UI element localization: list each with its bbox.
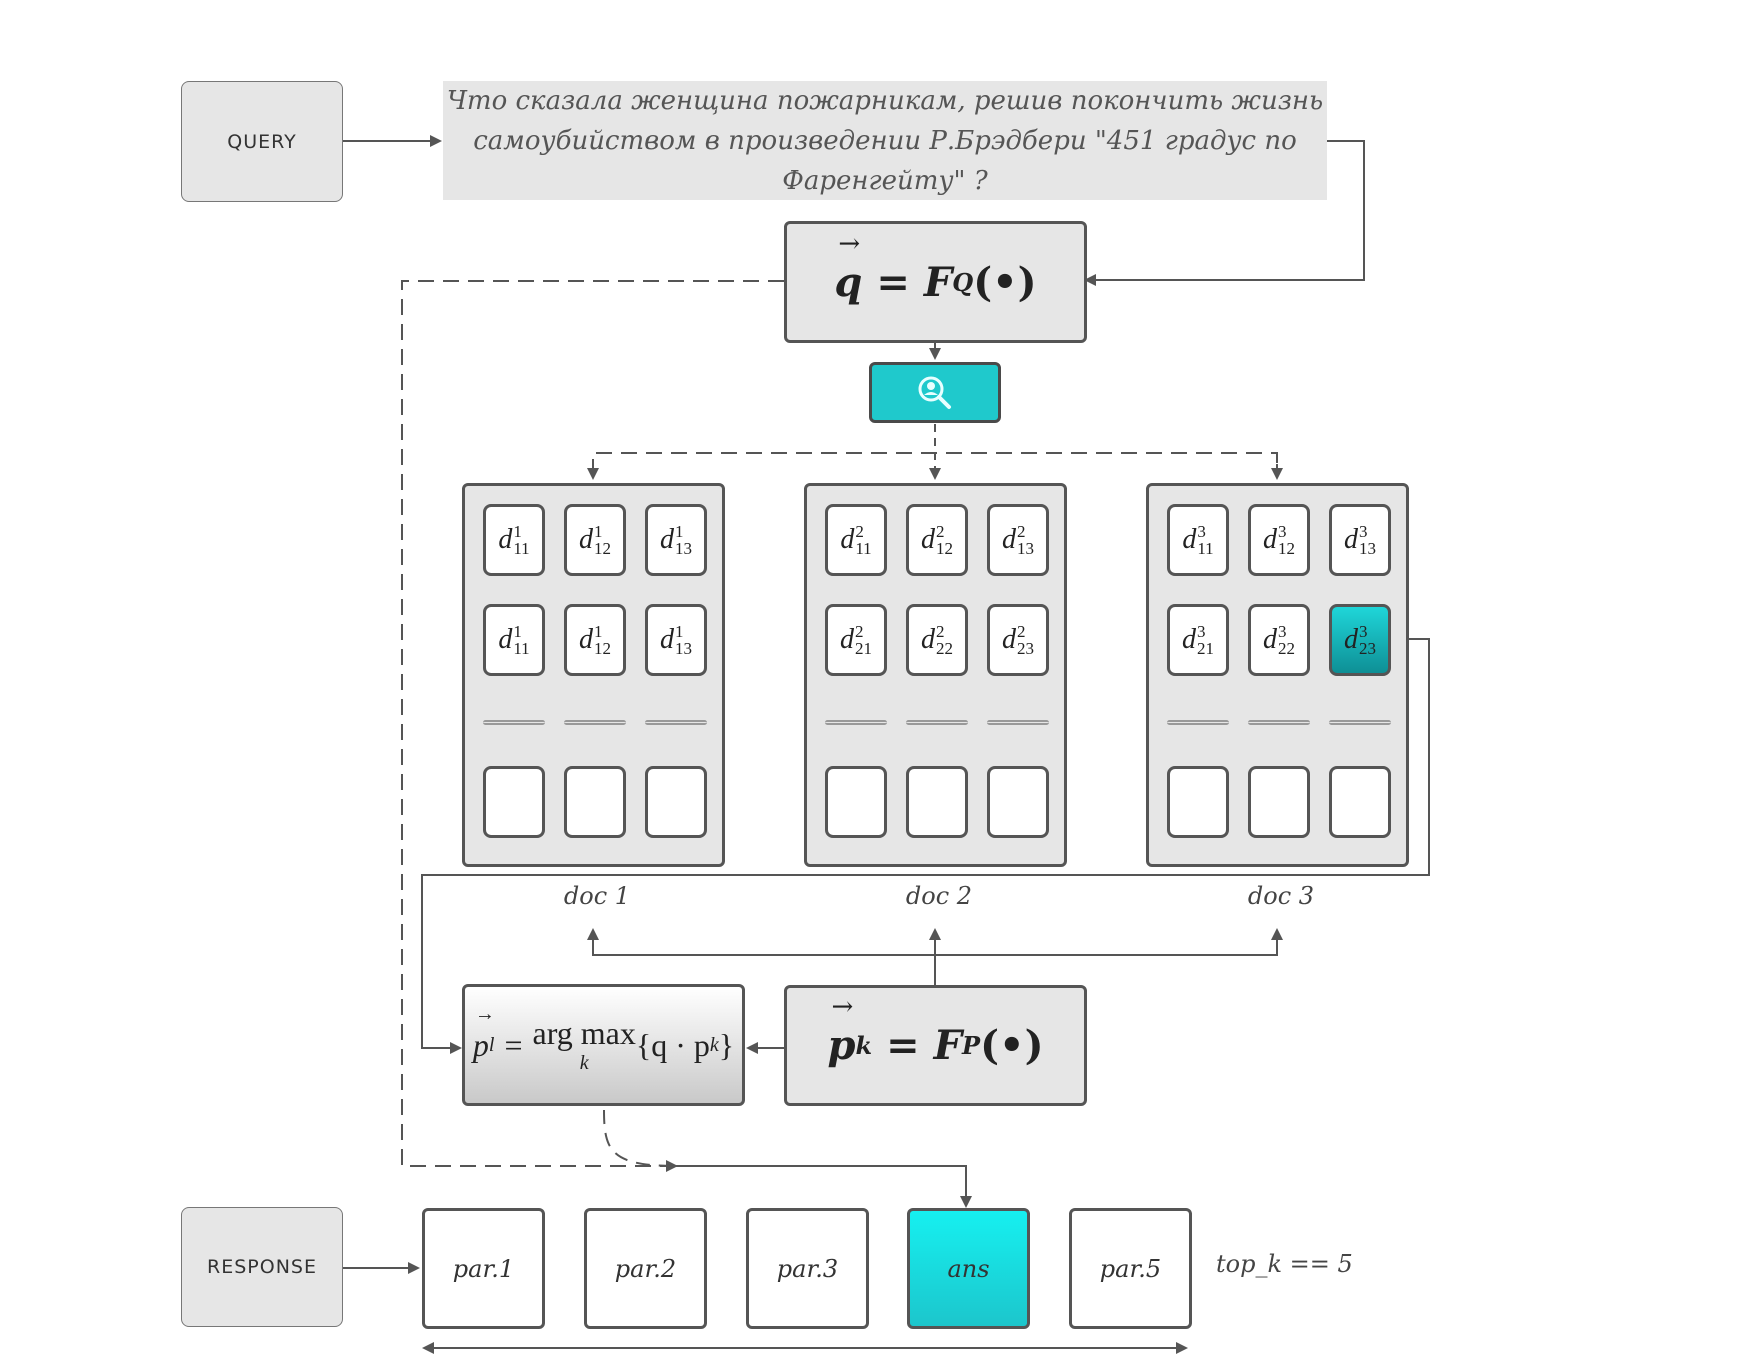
empty-cell <box>483 766 545 838</box>
query-label: QUERY <box>227 130 297 153</box>
doc-cell: d 2 21 <box>825 604 887 676</box>
ellipsis-separator <box>564 720 626 725</box>
response-box: RESPONSE <box>181 1207 343 1327</box>
doc-cell: d 1 11 <box>483 504 545 576</box>
passage-label: par.2 <box>614 1254 677 1283</box>
doc-panel-2: d 2 11 d 2 12 d 2 13 d 2 21 d 2 22 d 2 23 <box>804 483 1067 867</box>
passage-3[interactable]: par.3 <box>746 1208 869 1329</box>
argmax-close: } <box>718 1026 735 1063</box>
argmax-p: p <box>472 1026 489 1063</box>
argmax-operator: arg max <box>532 1015 636 1051</box>
passage-label: par.3 <box>776 1254 839 1283</box>
argmax-p-sub: l <box>488 1033 495 1056</box>
query-text-line-2: самоубийством в произведении Р.Брэдбери … <box>473 125 1297 196</box>
argmax-expression-sub: k <box>709 1033 719 1056</box>
query-box: QUERY <box>181 81 343 202</box>
search-button[interactable] <box>869 362 1001 423</box>
doc-cell: d 2 11 <box>825 504 887 576</box>
empty-cell <box>906 766 968 838</box>
doc-panel-1: d 1 11 d 1 12 d 1 13 d 1 11 d 1 12 d 1 13 <box>462 483 725 867</box>
passage-function-sub: P <box>962 1031 981 1060</box>
passage-label: ans <box>947 1254 990 1283</box>
doc-cell: d 1 13 <box>645 504 707 576</box>
argmax-box: → p l = arg max k {q · p k} <box>462 984 745 1106</box>
passage-1[interactable]: par.1 <box>422 1208 545 1329</box>
encoder-subscript: Q <box>952 267 974 297</box>
argmax-equals: = <box>504 1026 523 1063</box>
doc-cell: d 1 13 <box>645 604 707 676</box>
equals-sign: = <box>876 258 910 306</box>
doc-cell: d 2 12 <box>906 504 968 576</box>
doc-cell: d 3 11 <box>1167 504 1229 576</box>
passage-label: par.5 <box>1099 1254 1162 1283</box>
passage-vector-symbol: → p <box>827 992 856 1069</box>
passage-4[interactable]: ans <box>907 1208 1030 1329</box>
doc-cell: d 3 21 <box>1167 604 1229 676</box>
ellipsis-separator <box>906 720 968 725</box>
passage-label: par.1 <box>452 1254 515 1283</box>
doc-cell: d 2 23 <box>987 604 1049 676</box>
query-text-line-1: Что сказала женщина пожарникам, решив по… <box>446 85 1324 116</box>
passage-equals: = <box>886 1022 920 1069</box>
query-vector-symbol: → q <box>834 228 863 306</box>
empty-cell <box>1167 766 1229 838</box>
ellipsis-separator <box>1329 720 1391 725</box>
top-k-label: top_k == 5 <box>1216 1250 1353 1278</box>
encoder-arg: (•) <box>973 258 1037 306</box>
doc-cell: d 3 23 <box>1329 604 1391 676</box>
empty-cell <box>987 766 1049 838</box>
empty-cell <box>564 766 626 838</box>
doc-cell: d 1 12 <box>564 604 626 676</box>
passage-2[interactable]: par.2 <box>584 1208 707 1329</box>
argmax-operator-sub: k <box>579 1052 589 1074</box>
doc-cell: d 1 11 <box>483 604 545 676</box>
passage-arg: (•) <box>980 1022 1044 1069</box>
empty-cell <box>825 766 887 838</box>
query-text-box: Что сказала женщина пожарникам, решив по… <box>443 81 1327 200</box>
passage-5[interactable]: par.5 <box>1069 1208 1192 1329</box>
response-label: RESPONSE <box>207 1256 317 1278</box>
ellipsis-separator <box>1248 720 1310 725</box>
ellipsis-separator <box>987 720 1049 725</box>
ellipsis-separator <box>825 720 887 725</box>
ellipsis-separator <box>1167 720 1229 725</box>
doc-panel-3: d 3 11 d 3 12 d 3 13 d 3 21 d 3 22 d 3 23 <box>1146 483 1409 867</box>
doc-cell: d 3 13 <box>1329 504 1391 576</box>
empty-cell <box>645 766 707 838</box>
search-icon <box>918 376 951 409</box>
empty-cell <box>1248 766 1310 838</box>
ellipsis-separator <box>645 720 707 725</box>
doc-label-2: doc 2 <box>905 882 973 910</box>
argmax-expression: {q · p <box>635 1026 710 1063</box>
doc-cell: d 3 22 <box>1248 604 1310 676</box>
ellipsis-separator <box>483 720 545 725</box>
doc-label-1: doc 1 <box>563 882 631 910</box>
doc-cell: d 3 12 <box>1248 504 1310 576</box>
encoder-function: F <box>923 258 953 306</box>
doc-cell: d 1 12 <box>564 504 626 576</box>
doc-cell: d 2 13 <box>987 504 1049 576</box>
doc-cell: d 2 22 <box>906 604 968 676</box>
passage-function: F <box>933 1022 963 1069</box>
doc-label-3: doc 3 <box>1247 882 1315 910</box>
passage-vector-sub: k <box>855 1031 873 1060</box>
empty-cell <box>1329 766 1391 838</box>
